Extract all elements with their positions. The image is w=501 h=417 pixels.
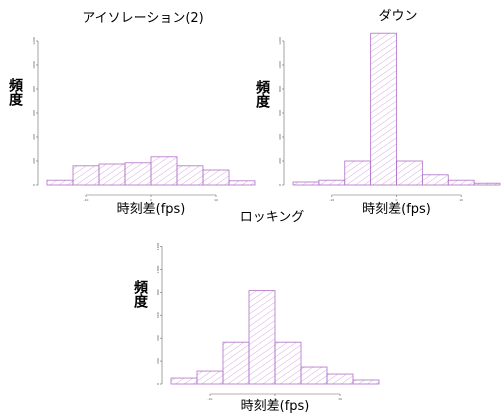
y-tick-label: 1000 (32, 61, 36, 69)
bar (176, 165, 204, 186)
y-tick-label: 400 (278, 134, 282, 140)
x-tick-label: -10 (329, 198, 334, 202)
y-tick-label: 400 (32, 134, 36, 140)
bar (447, 179, 475, 186)
chart-title: ダウン (378, 9, 417, 24)
bar (352, 379, 380, 385)
bar (326, 373, 354, 385)
bar (473, 182, 501, 186)
bar (344, 160, 372, 186)
y-tick-label: 200 (278, 158, 282, 164)
y-tick-label: 200 (32, 158, 36, 164)
y-axis-label: 頻度 (132, 279, 148, 309)
bar (318, 179, 346, 186)
y-tick-label: 600 (32, 110, 36, 116)
y-tick-label: 1200 (32, 37, 36, 45)
y-axis-label: 頻度 (254, 79, 270, 109)
y-tick-label: 1000 (278, 61, 282, 69)
x-axis-label: 時刻差(fps) (362, 202, 431, 217)
x-tick-label: -10 (208, 397, 213, 401)
y-axis-label: 頻度 (7, 77, 23, 107)
chart-title: ロッキング (240, 210, 305, 225)
bar (150, 156, 178, 186)
bar (274, 341, 302, 385)
x-tick-label: 10 (338, 397, 342, 401)
bar (170, 377, 198, 385)
bar (202, 169, 230, 186)
y-tick-label: 800 (156, 289, 160, 295)
chart-title: アイソレーション(2) (82, 11, 204, 26)
y-tick-label: 0 (32, 184, 36, 186)
bar (300, 366, 328, 385)
bar (98, 163, 126, 186)
x-axis-label: 時刻差(fps) (241, 399, 310, 414)
x-tick-label: -10 (84, 198, 89, 202)
y-tick-label: 0 (278, 184, 282, 186)
bar (228, 180, 256, 186)
y-tick-label: 600 (278, 110, 282, 116)
bar (421, 174, 449, 186)
bar (196, 370, 224, 385)
y-tick-label: 800 (32, 86, 36, 92)
x-tick-label: 0 (150, 198, 152, 202)
x-axis-label: 時刻差(fps) (117, 202, 186, 217)
y-tick-label: 1000 (156, 265, 160, 273)
bar (46, 179, 74, 186)
bar (124, 162, 152, 186)
y-tick-label: 800 (278, 86, 282, 92)
y-tick-label: 600 (156, 312, 160, 318)
y-tick-label: 1200 (156, 243, 160, 251)
y-tick-label: 0 (156, 383, 160, 385)
x-tick-label: 10 (214, 198, 218, 202)
x-tick-label: 0 (396, 198, 398, 202)
bar (396, 160, 423, 186)
x-tick-label: 10 (459, 198, 463, 202)
y-tick-label: 200 (156, 358, 160, 364)
bar (292, 181, 320, 186)
x-tick-label: 0 (274, 397, 276, 401)
y-tick-label: 400 (156, 335, 160, 341)
bar (72, 165, 100, 186)
y-tick-label: 1200 (278, 37, 282, 45)
bar (248, 290, 276, 385)
bar (370, 32, 397, 186)
bar (222, 341, 250, 385)
